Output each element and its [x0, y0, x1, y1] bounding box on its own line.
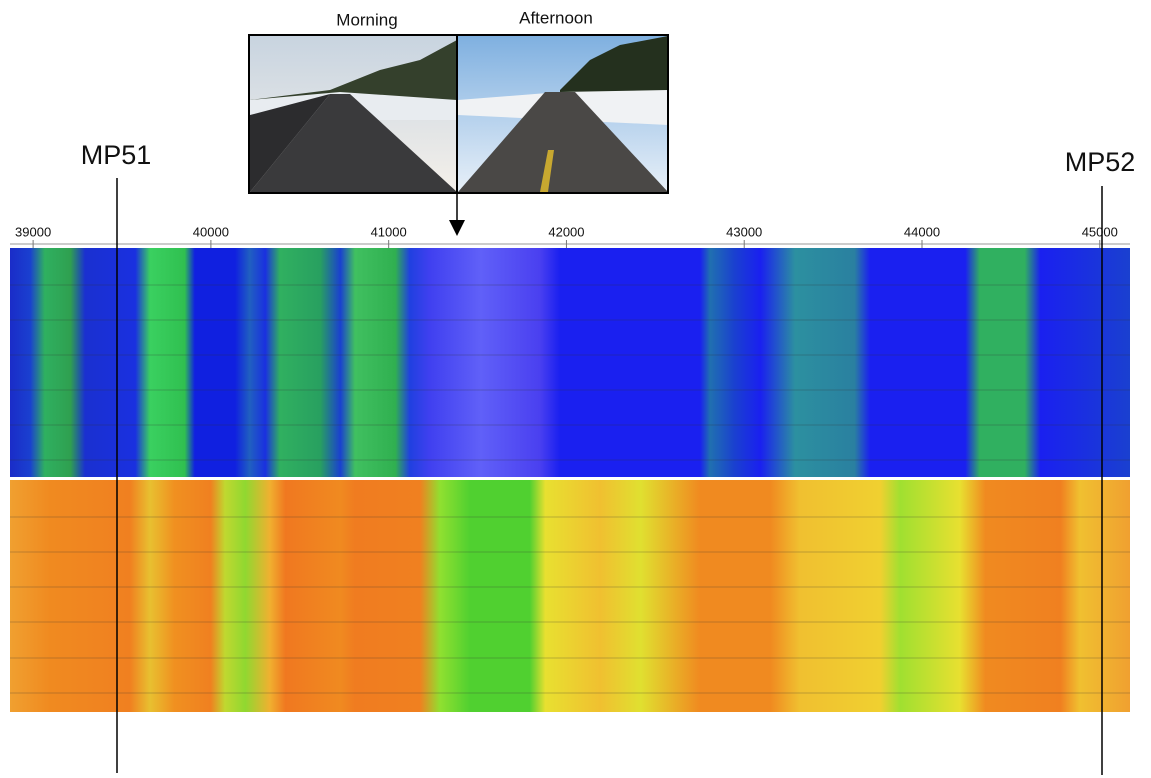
x-tick-label: 42000 [548, 224, 584, 239]
figure: Morning Afternoon MP51 MP52 39000 40000 41… [0, 0, 1151, 778]
heatmap-morning [10, 248, 1130, 477]
photo-label: Morning [336, 10, 397, 29]
milepost-label: MP51 [81, 140, 152, 170]
x-tick-label: 44000 [904, 224, 940, 239]
arrow-head [449, 220, 465, 236]
photo-panel [249, 35, 668, 193]
heatmap-afternoon [10, 480, 1130, 712]
x-tick-label: 40000 [193, 224, 229, 239]
milepost-label: MP52 [1065, 147, 1136, 177]
x-tick-label: 41000 [371, 224, 407, 239]
photo-label: Afternoon [519, 8, 593, 27]
x-tick-label: 39000 [15, 224, 51, 239]
x-tick-label: 43000 [726, 224, 762, 239]
x-tick-label: 45000 [1082, 224, 1118, 239]
